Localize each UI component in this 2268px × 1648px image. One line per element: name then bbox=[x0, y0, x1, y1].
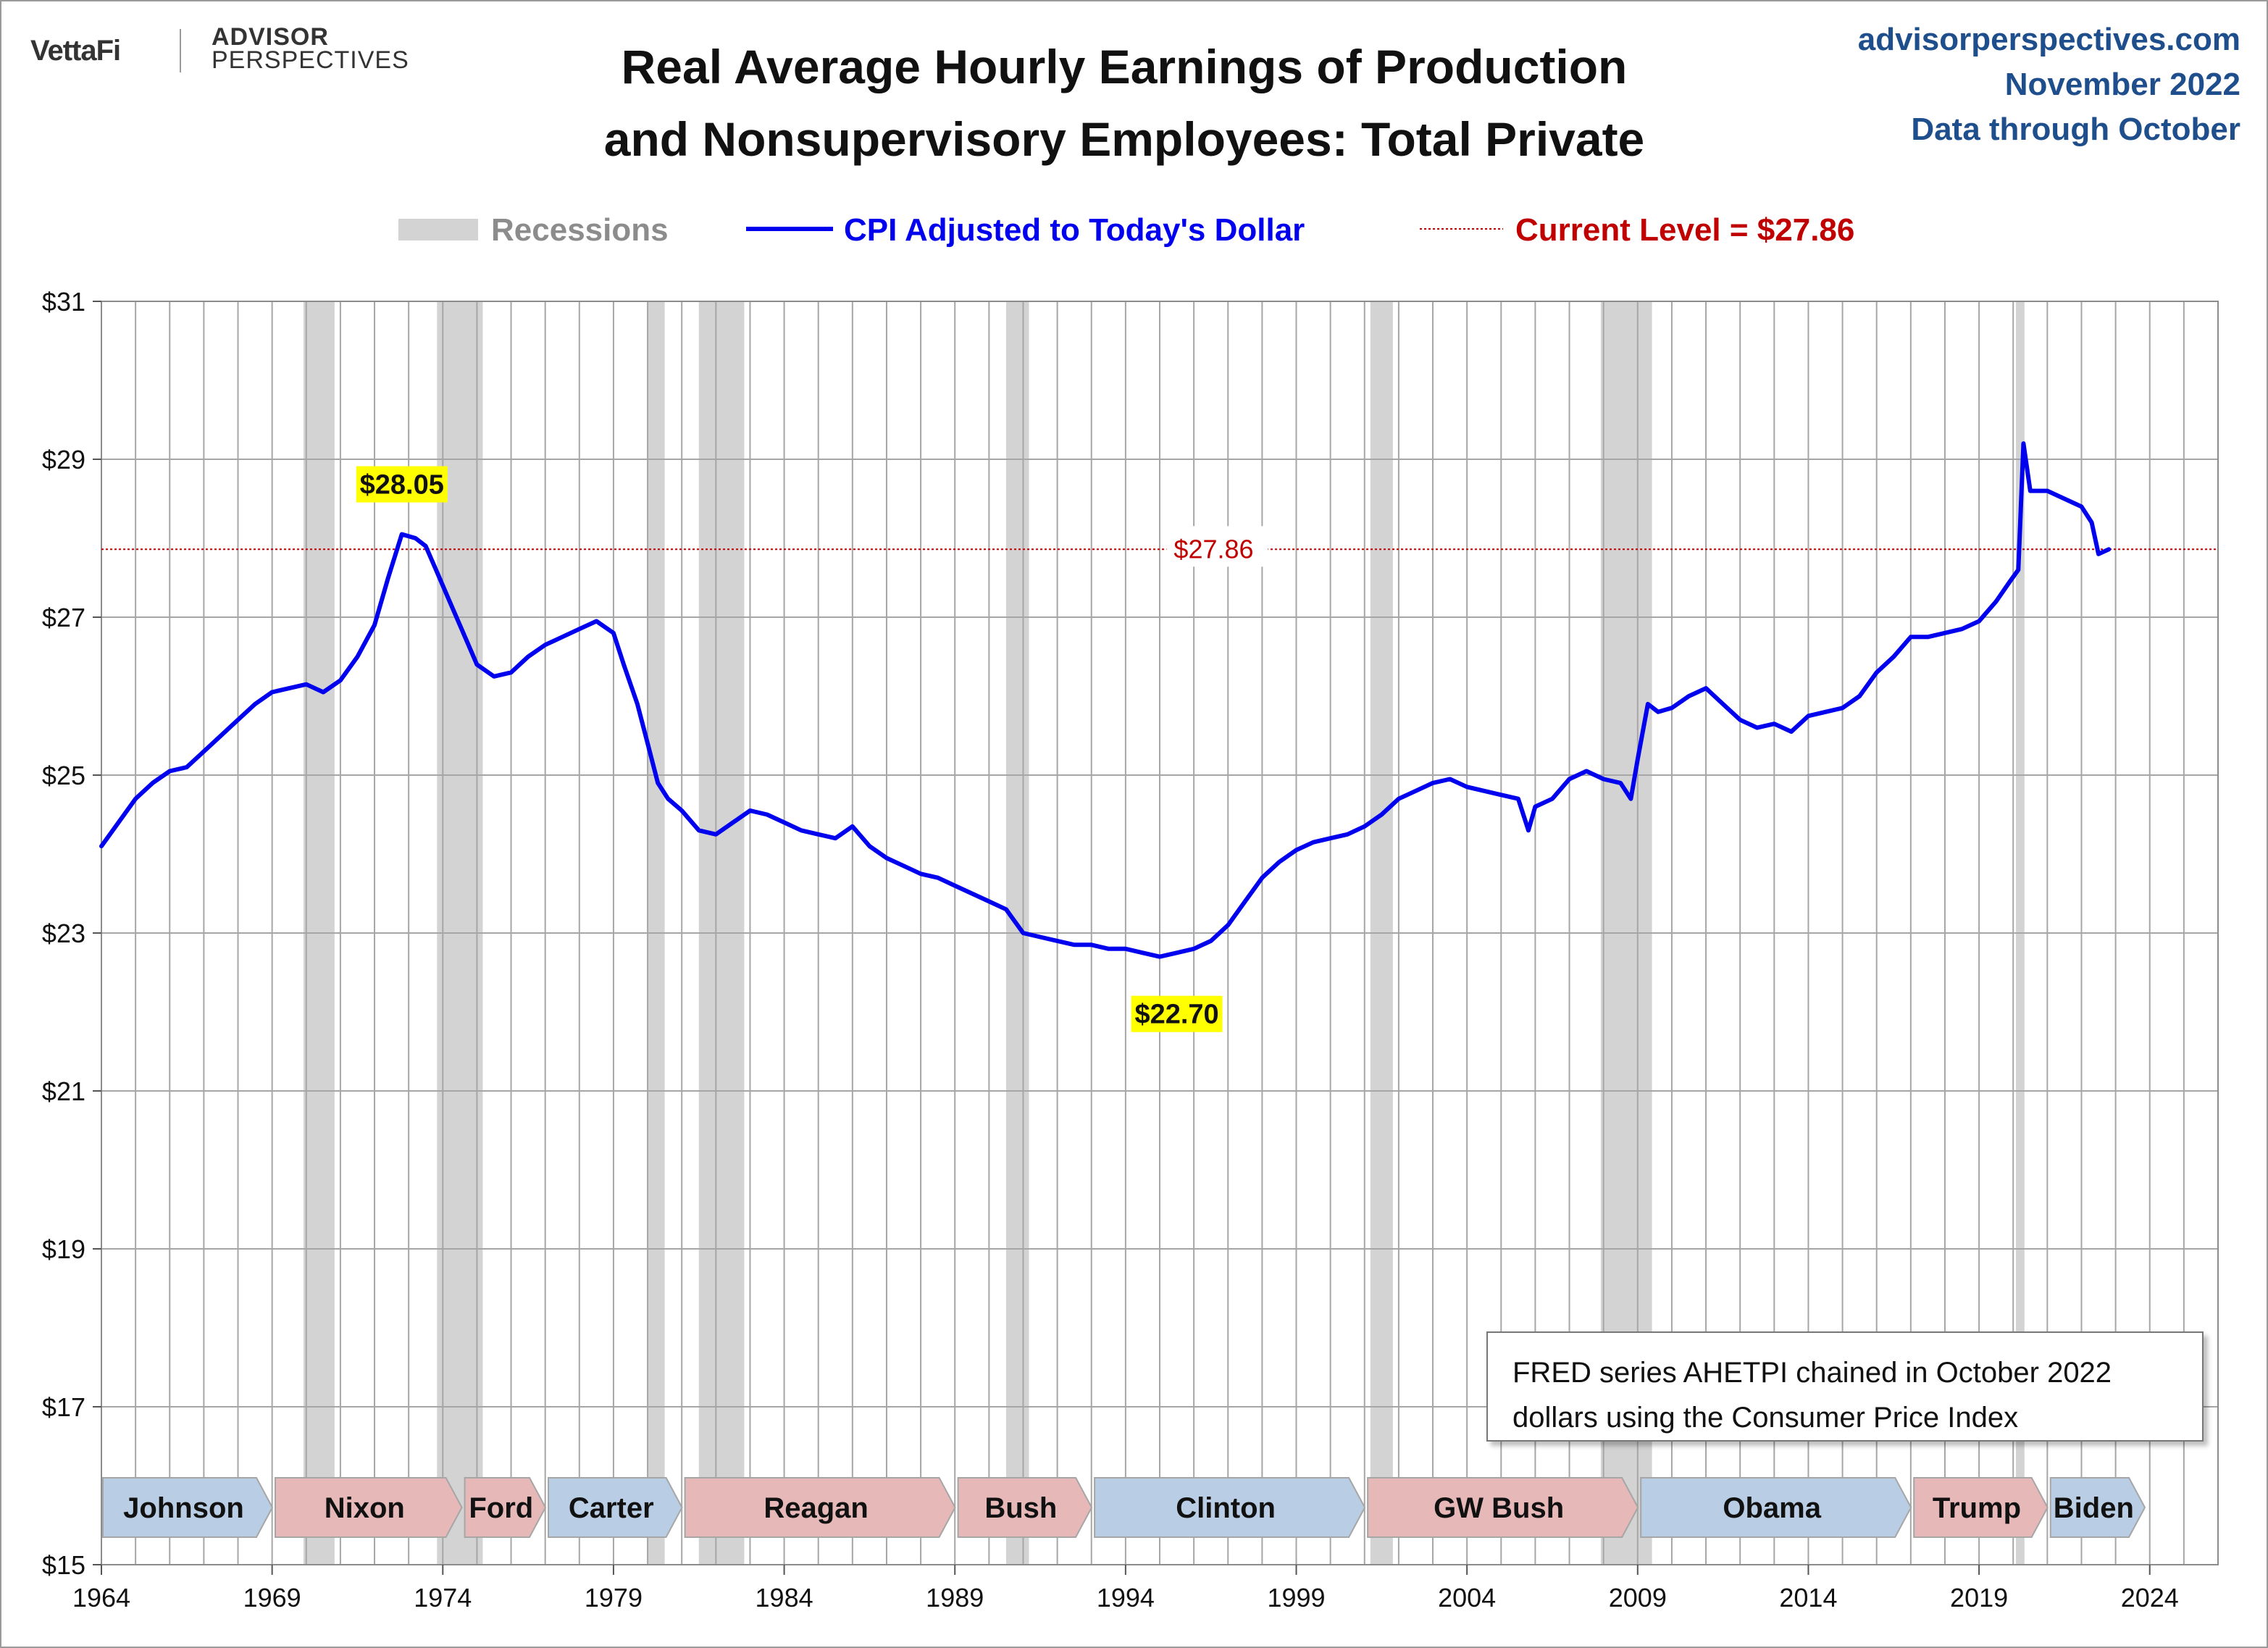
chart-title: Real Average Hourly Earnings of Producti… bbox=[407, 30, 1841, 175]
note-line-1: FRED series AHETPI chained in October 20… bbox=[1512, 1357, 2112, 1389]
series-line bbox=[99, 441, 2112, 959]
president-arrow bbox=[957, 1477, 1093, 1538]
x-tick-label: 1989 bbox=[926, 1583, 984, 1613]
y-tick-label: $19 bbox=[42, 1234, 85, 1264]
legend-recession-swatch bbox=[398, 219, 478, 240]
president-label: Ford bbox=[469, 1492, 533, 1524]
x-tick-label: 2004 bbox=[1438, 1583, 1496, 1613]
x-tick-label: 1999 bbox=[1267, 1583, 1325, 1613]
y-tick-label: $27 bbox=[42, 603, 85, 632]
y-tick-label: $29 bbox=[42, 445, 85, 474]
president-arrow bbox=[1640, 1477, 1912, 1538]
y-tick-label: $17 bbox=[42, 1392, 85, 1422]
x-tick-label: 1969 bbox=[243, 1583, 301, 1613]
title-line-2: and Nonsupervisory Employees: Total Priv… bbox=[603, 112, 1645, 166]
president-label: Trump bbox=[1933, 1492, 2021, 1524]
legend-series: CPI Adjusted to Today's Dollar bbox=[844, 212, 1305, 248]
president-arrow bbox=[1913, 1477, 2049, 1538]
note-line-2: dollars using the Consumer Price Index bbox=[1512, 1402, 2019, 1434]
president-label: Reagan bbox=[763, 1492, 869, 1524]
date-label: November 2022 bbox=[2004, 67, 2240, 102]
current-level-label-bg bbox=[1166, 526, 1268, 567]
president-label: Bush bbox=[984, 1492, 1057, 1524]
president-label: Biden bbox=[2054, 1492, 2134, 1524]
president-arrow bbox=[2049, 1477, 2146, 1538]
president-label: GW Bush bbox=[1434, 1492, 1564, 1524]
president-label: Johnson bbox=[123, 1492, 244, 1524]
president-label: Obama bbox=[1723, 1492, 1821, 1524]
logo-separator bbox=[180, 29, 181, 72]
annotation-highlight bbox=[356, 466, 448, 503]
vettafi-logo-text: VettaFi bbox=[30, 35, 121, 67]
annotation-label: $22.70 bbox=[1134, 1000, 1218, 1030]
president-arrow bbox=[102, 1477, 274, 1538]
x-tick-label: 1979 bbox=[585, 1583, 643, 1613]
advisor-logo-text: ADVISOR bbox=[212, 23, 329, 51]
y-tick-label: $21 bbox=[42, 1076, 85, 1106]
source-meta: advisorperspectives.com November 2022 Da… bbox=[1858, 17, 2240, 152]
x-tick-label: 1974 bbox=[414, 1583, 472, 1613]
president-arrow bbox=[1094, 1477, 1366, 1538]
perspectives-logo-text: PERSPECTIVES bbox=[212, 46, 409, 74]
y-tick-label: $15 bbox=[42, 1550, 85, 1580]
president-arrow bbox=[548, 1477, 683, 1538]
site-label: advisorperspectives.com bbox=[1857, 22, 2240, 57]
x-tick-label: 1994 bbox=[1097, 1583, 1155, 1613]
y-tick-label: $31 bbox=[42, 287, 85, 317]
y-tick-label: $25 bbox=[42, 761, 85, 790]
current-level-label: $27.86 bbox=[1173, 534, 1253, 564]
data-through-label: Data through October bbox=[1911, 112, 2240, 147]
president-arrow bbox=[464, 1477, 547, 1538]
y-tick-label: $23 bbox=[42, 919, 85, 948]
x-tick-label: 1984 bbox=[756, 1583, 813, 1613]
x-tick-label: 2024 bbox=[2121, 1583, 2179, 1613]
legend-current: Current Level = $27.86 bbox=[1515, 212, 1854, 248]
president-arrow bbox=[1367, 1477, 1639, 1538]
president-arrow bbox=[684, 1477, 956, 1538]
title-line-1: Real Average Hourly Earnings of Producti… bbox=[621, 40, 1628, 93]
annotation-highlight bbox=[1131, 995, 1223, 1032]
annotation-label: $28.05 bbox=[360, 470, 444, 501]
president-label: Carter bbox=[569, 1492, 654, 1524]
x-tick-label: 2019 bbox=[1950, 1583, 2008, 1613]
x-tick-label: 2014 bbox=[1779, 1583, 1837, 1613]
x-tick-label: 2009 bbox=[1609, 1583, 1667, 1613]
president-arrow bbox=[275, 1477, 463, 1538]
source-note: FRED series AHETPI chained in October 20… bbox=[1486, 1331, 2204, 1442]
x-tick-label: 1964 bbox=[72, 1583, 130, 1613]
legend-recessions: Recessions bbox=[491, 212, 669, 248]
legend: Recessions CPI Adjusted to Today's Dolla… bbox=[398, 212, 1854, 248]
president-label: Nixon bbox=[325, 1492, 405, 1524]
president-label: Clinton bbox=[1176, 1492, 1276, 1524]
